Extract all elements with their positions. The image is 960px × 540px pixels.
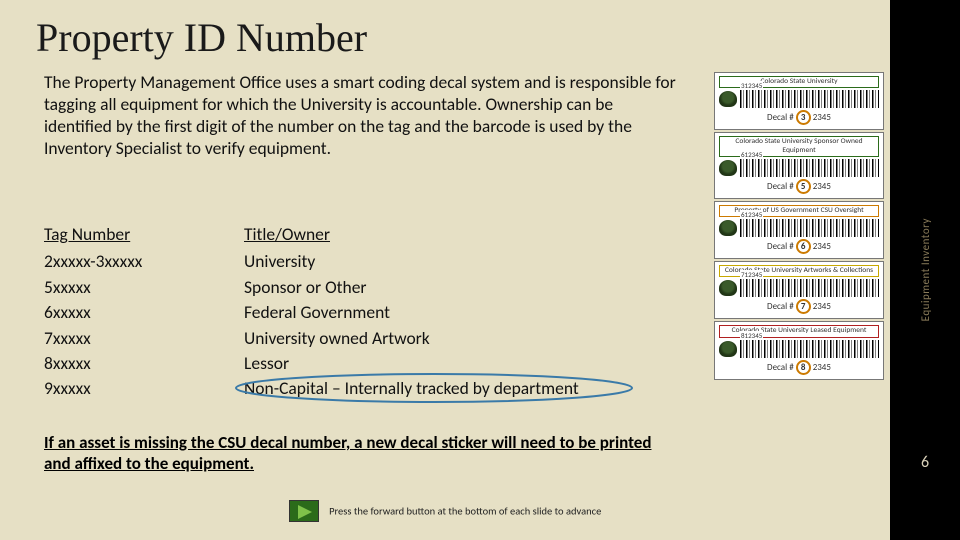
decal-number-label: Decal #32345 xyxy=(719,110,879,125)
page-number: 6 xyxy=(890,453,960,472)
barcode-icon: 612345 xyxy=(740,159,879,177)
title-cell: University owned Artwork xyxy=(244,326,684,351)
title-cell: Non-Capital – Internally tracked by depa… xyxy=(244,376,684,401)
barcode-icon: 312345 xyxy=(740,90,879,108)
advance-text: Press the forward button at the bottom o… xyxy=(329,505,601,518)
barcode-icon: 712345 xyxy=(740,279,879,297)
tag-cell: 9xxxxx xyxy=(44,376,244,401)
ram-logo-icon xyxy=(719,341,737,357)
header-tag: Tag Number xyxy=(44,222,244,247)
ram-logo-icon xyxy=(719,280,737,296)
title-cell: Sponsor or Other xyxy=(244,275,684,300)
page-title: Property ID Number xyxy=(36,14,367,61)
tag-cell: 7xxxxx xyxy=(44,326,244,351)
decal-number-label: Decal #82345 xyxy=(719,360,879,375)
decal-card: Colorado State University Leased Equipme… xyxy=(714,321,884,379)
decal-card: Colorado State University Sponsor Owned … xyxy=(714,132,884,199)
advance-instruction: Press the forward button at the bottom o… xyxy=(0,502,890,522)
intro-paragraph: The Property Management Office uses a sm… xyxy=(44,72,684,160)
tag-table: Tag Number 2xxxxx-3xxxxx5xxxxx6xxxxx7xxx… xyxy=(44,222,684,402)
title-cell: University xyxy=(244,249,684,274)
main-area: Property ID Number The Property Manageme… xyxy=(0,0,890,540)
forward-button-icon[interactable] xyxy=(289,500,319,522)
missing-decal-note: If an asset is missing the CSU decal num… xyxy=(44,432,664,475)
ram-logo-icon xyxy=(719,91,737,107)
decal-card: Colorado State University312345Decal #32… xyxy=(714,72,884,130)
tag-cell: 2xxxxx-3xxxxx xyxy=(44,249,244,274)
column-tag-number: Tag Number 2xxxxx-3xxxxx5xxxxx6xxxxx7xxx… xyxy=(44,222,244,402)
ram-logo-icon xyxy=(719,160,737,176)
tag-cell: 5xxxxx xyxy=(44,275,244,300)
decal-card: Colorado State University Artworks & Col… xyxy=(714,261,884,319)
decal-number-label: Decal #62345 xyxy=(719,239,879,254)
tag-cell: 6xxxxx xyxy=(44,300,244,325)
ram-logo-icon xyxy=(719,220,737,236)
barcode-icon: 812345 xyxy=(740,340,879,358)
column-title-owner: Title/Owner UniversitySponsor or OtherFe… xyxy=(244,222,684,402)
title-cell: Lessor xyxy=(244,351,684,376)
tag-cell: 8xxxxx xyxy=(44,351,244,376)
sidebar-label: Equipment Inventory xyxy=(919,218,932,321)
decal-number-label: Decal #72345 xyxy=(719,299,879,314)
decal-card: Property of US Government CSU Oversight6… xyxy=(714,201,884,259)
sidebar: Equipment Inventory 6 xyxy=(890,0,960,540)
title-cell: Federal Government xyxy=(244,300,684,325)
slide: Property ID Number The Property Manageme… xyxy=(0,0,960,540)
decal-number-label: Decal #52345 xyxy=(719,179,879,194)
decal-examples: Colorado State University312345Decal #32… xyxy=(714,72,884,380)
header-title: Title/Owner xyxy=(244,222,684,247)
barcode-icon: 612345 xyxy=(740,219,879,237)
